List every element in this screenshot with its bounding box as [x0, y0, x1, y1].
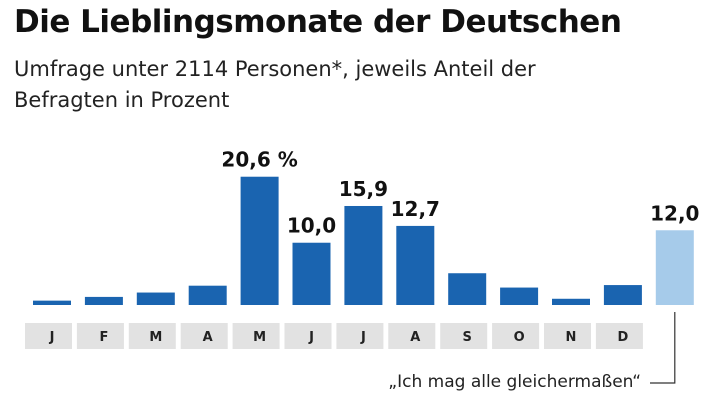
month-label: J [360, 330, 366, 345]
month-label-cell [25, 323, 72, 349]
bar [603, 285, 642, 305]
month-label-cell [128, 323, 176, 349]
month-label: J [49, 330, 55, 345]
month-label: O [514, 330, 525, 345]
month-label: J [308, 330, 314, 345]
bar [188, 285, 227, 305]
bar [500, 287, 539, 305]
bar-value-label: 12,7 [391, 197, 440, 221]
month-label-cell [492, 323, 540, 349]
bar [292, 242, 331, 305]
month-label-cell [544, 323, 591, 349]
month-label: N [566, 330, 577, 345]
bar [396, 225, 435, 305]
bar-value-label: 15,9 [339, 177, 388, 201]
bar [655, 230, 694, 305]
bar-value-label: 10,0 [287, 214, 336, 238]
bar [344, 205, 383, 305]
month-label-cell [76, 323, 124, 349]
chart-title: Die Lieblingsmonate der Deutschen [14, 4, 622, 40]
month-label: S [463, 330, 472, 345]
bar-value-label: 12,0 [650, 201, 699, 225]
bar [552, 298, 590, 305]
month-label: F [99, 330, 108, 345]
bar [448, 273, 487, 305]
chart-subtitle: Umfrage unter 2114 Personen*, jeweils An… [14, 57, 536, 112]
month-label-cell [440, 323, 488, 349]
month-label: A [410, 330, 420, 345]
month-label-cell [180, 323, 228, 349]
month-label: M [149, 330, 162, 345]
bar [33, 300, 71, 305]
month-label-cell [595, 323, 643, 349]
note-connector-line [650, 312, 676, 384]
month-label-cell [388, 323, 436, 349]
month-label: A [203, 330, 213, 345]
month-label-cell [232, 323, 280, 349]
month-label-cell [336, 323, 384, 349]
bar [240, 176, 279, 305]
bar-value-label: 20,6 % [221, 148, 297, 172]
month-label: M [253, 330, 266, 345]
month-label-cell [284, 323, 332, 349]
bar [84, 296, 123, 305]
bar [136, 292, 175, 305]
month-label: D [618, 330, 629, 345]
equal-preference-note: „Ich mag alle gleichermaßen“ [388, 372, 641, 392]
